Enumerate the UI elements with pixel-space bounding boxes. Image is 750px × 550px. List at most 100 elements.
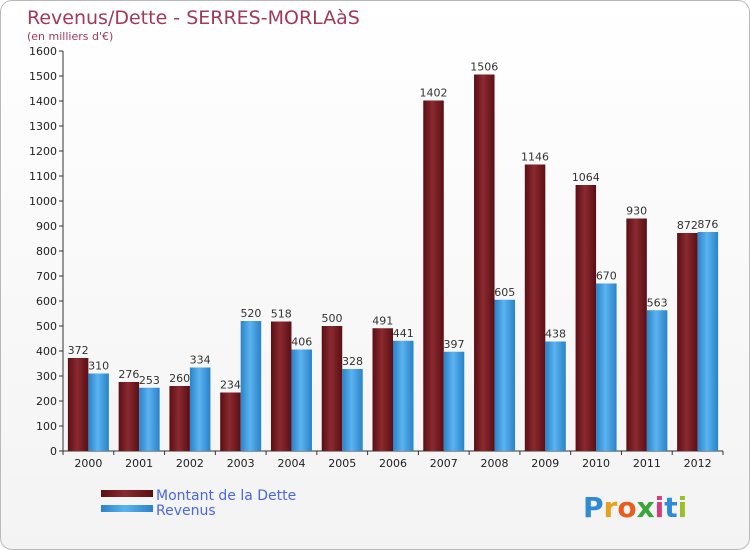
y-tick-label: 400 <box>36 345 57 358</box>
x-tick-label: 2006 <box>379 457 407 470</box>
data-label-dette: 1506 <box>470 61 498 74</box>
bar-revenus <box>697 232 719 451</box>
y-tick-label: 1500 <box>29 70 57 83</box>
bar-dette <box>575 185 597 451</box>
legend-swatch-dette <box>101 490 153 497</box>
bar-dette <box>524 164 546 451</box>
legend-swatch-revenus <box>101 505 153 512</box>
x-tick-label: 2004 <box>277 457 305 470</box>
data-label-dette: 234 <box>220 379 241 392</box>
data-label-revenus: 328 <box>342 355 363 368</box>
chart-title: Revenus/Dette - SERRES-MORLAàS <box>27 7 360 29</box>
bar-revenus <box>342 369 363 451</box>
chart-subtitle: (en milliers d'€) <box>27 30 113 43</box>
bar-revenus <box>596 283 617 451</box>
y-tick-label: 1600 <box>29 45 57 58</box>
data-label-revenus: 441 <box>393 327 414 340</box>
y-tick-label: 200 <box>36 395 57 408</box>
proxiti-logo: Proxiti <box>583 491 687 524</box>
y-tick-label: 1000 <box>29 195 57 208</box>
bar-revenus <box>88 373 109 451</box>
data-label-revenus: 520 <box>240 307 261 320</box>
x-tick-label: 2011 <box>633 457 661 470</box>
legend-label-revenus: Revenus <box>156 503 216 519</box>
y-tick-label: 0 <box>50 445 57 458</box>
data-label-revenus: 876 <box>697 218 718 231</box>
logo-letter: P <box>583 491 604 524</box>
data-label-dette: 372 <box>68 344 89 357</box>
axes: 0 100 200 300 400 500 600 700 800 900 1000 1100 1200… <box>29 45 724 470</box>
bar-revenus <box>240 321 262 451</box>
bar-dette <box>321 326 343 451</box>
bar-revenus <box>545 341 566 451</box>
logo-letter: t <box>664 491 677 524</box>
x-tick-label: 2012 <box>684 457 712 470</box>
legend-label-dette: Montant de la Dette <box>156 488 296 504</box>
bar-revenus <box>393 340 414 451</box>
data-label-dette: 491 <box>372 314 393 327</box>
data-label-revenus: 397 <box>444 338 465 351</box>
y-tick-label: 1300 <box>29 120 57 133</box>
bar-revenus <box>443 351 465 451</box>
bar-revenus <box>291 349 312 451</box>
data-label-dette: 1402 <box>420 87 448 100</box>
bar-dette <box>474 74 495 451</box>
data-label-revenus: 563 <box>647 296 668 309</box>
x-tick-label: 2003 <box>227 457 255 470</box>
bar-dette <box>372 328 393 451</box>
y-tick-label: 300 <box>36 370 57 383</box>
data-label-dette: 930 <box>626 205 647 218</box>
bar-dette <box>423 100 444 451</box>
data-label-revenus: 334 <box>190 354 211 367</box>
data-label-dette: 1146 <box>521 151 549 164</box>
x-tick-label: 2001 <box>125 457 153 470</box>
bar-dette <box>169 386 190 451</box>
bar-dette <box>677 233 698 451</box>
bar-revenus <box>139 387 160 451</box>
x-tick-label: 2008 <box>481 457 509 470</box>
x-tick-label: 2007 <box>430 457 458 470</box>
y-tick-label: 600 <box>36 295 57 308</box>
data-label-dette: 872 <box>677 219 698 232</box>
y-tick-label: 900 <box>36 220 57 233</box>
data-label-dette: 1064 <box>572 171 600 184</box>
x-tick-label: 2000 <box>74 457 102 470</box>
x-tick-label: 2009 <box>531 457 559 470</box>
y-tick-label: 500 <box>36 320 57 333</box>
logo-letter: x <box>637 491 655 524</box>
data-label-dette: 518 <box>271 308 292 321</box>
bar-dette <box>67 358 89 451</box>
data-label-revenus: 605 <box>494 286 515 299</box>
x-tick-label: 2010 <box>582 457 610 470</box>
logo-letter: i <box>678 491 688 524</box>
data-label-dette: 500 <box>321 312 342 325</box>
data-label-revenus: 438 <box>545 328 566 341</box>
x-tick-label: 2002 <box>176 457 204 470</box>
y-tick-label: 1100 <box>29 170 57 183</box>
bar-dette <box>118 382 140 451</box>
logo-letter: i <box>655 491 665 524</box>
legend: Montant de la Dette Revenus <box>101 488 296 519</box>
data-label-revenus: 310 <box>88 360 109 373</box>
logo-letter: o <box>617 491 636 524</box>
bar-dette <box>220 392 241 451</box>
data-label-dette: 276 <box>118 368 139 381</box>
y-tick-label: 700 <box>36 270 57 283</box>
logo-text: Proxiti <box>583 491 687 524</box>
bar-revenus <box>189 367 211 451</box>
y-tick-label: 800 <box>36 245 57 258</box>
bar-dette <box>626 218 647 451</box>
bar-dette <box>270 321 292 451</box>
bar-revenus <box>646 310 668 451</box>
data-label-revenus: 253 <box>139 374 160 387</box>
data-label-revenus: 670 <box>596 270 617 283</box>
data-label-revenus: 406 <box>291 336 312 349</box>
bars <box>67 74 719 451</box>
y-tick-label: 1200 <box>29 145 57 158</box>
x-tick-label: 2005 <box>328 457 356 470</box>
y-tick-label: 1400 <box>29 95 57 108</box>
bar-revenus <box>494 299 516 451</box>
